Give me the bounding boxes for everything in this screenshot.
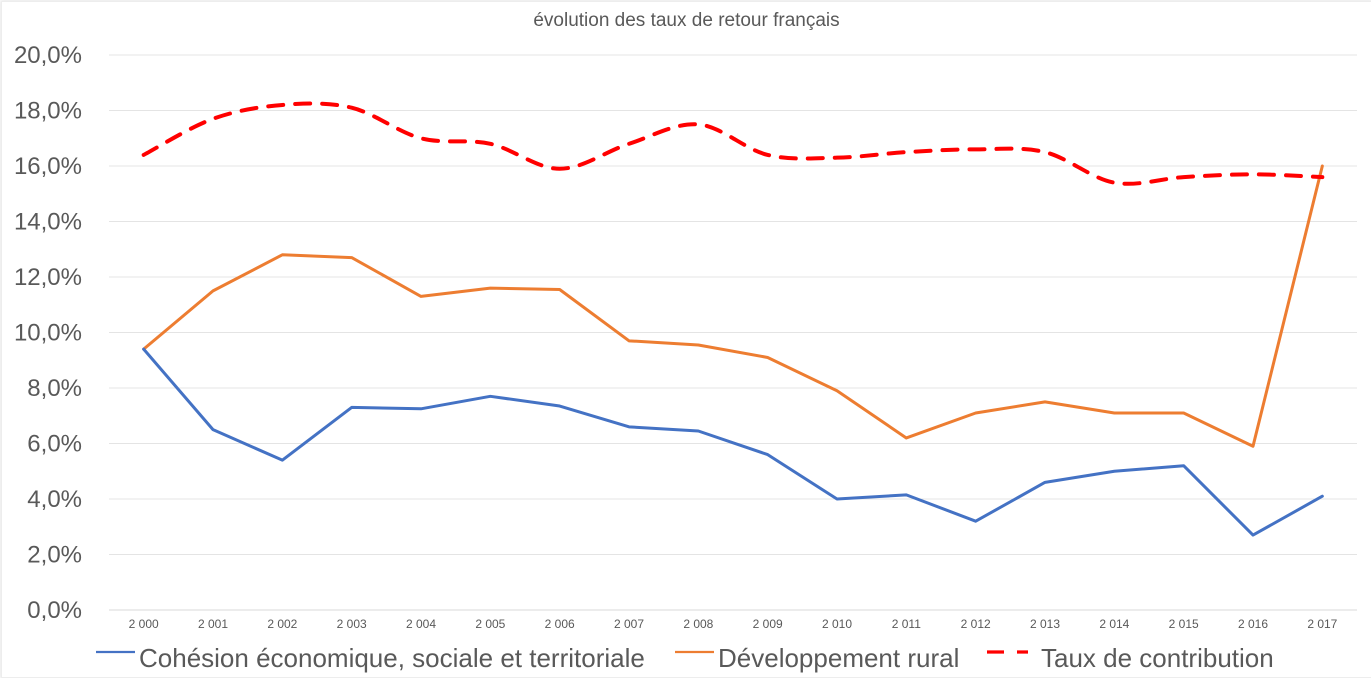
svg-text:2 007: 2 007: [614, 617, 644, 631]
svg-text:4,0%: 4,0%: [27, 486, 82, 513]
svg-text:2 000: 2 000: [129, 617, 159, 631]
svg-text:2 017: 2 017: [1307, 617, 1337, 631]
svg-text:12,0%: 12,0%: [14, 264, 82, 291]
svg-text:2 002: 2 002: [267, 617, 297, 631]
svg-text:2 015: 2 015: [1169, 617, 1199, 631]
svg-text:2,0%: 2,0%: [27, 542, 82, 569]
svg-text:14,0%: 14,0%: [14, 209, 82, 236]
svg-text:2 003: 2 003: [337, 617, 367, 631]
svg-text:10,0%: 10,0%: [14, 320, 82, 347]
svg-text:2 010: 2 010: [822, 617, 852, 631]
svg-text:8,0%: 8,0%: [27, 375, 82, 402]
svg-text:0,0%: 0,0%: [27, 597, 82, 624]
svg-text:2 013: 2 013: [1030, 617, 1060, 631]
svg-text:2 001: 2 001: [198, 617, 228, 631]
svg-text:Développement rural: Développement rural: [718, 643, 959, 673]
svg-text:2 005: 2 005: [475, 617, 505, 631]
svg-text:2 004: 2 004: [406, 617, 436, 631]
svg-text:2 006: 2 006: [545, 617, 575, 631]
svg-text:2 009: 2 009: [753, 617, 783, 631]
svg-text:2 008: 2 008: [683, 617, 713, 631]
svg-text:16,0%: 16,0%: [14, 153, 82, 180]
svg-text:Cohésion économique, sociale e: Cohésion économique, sociale et territor…: [139, 643, 645, 673]
svg-text:18,0%: 18,0%: [14, 98, 82, 125]
svg-text:2 012: 2 012: [961, 617, 991, 631]
svg-text:20,0%: 20,0%: [14, 42, 82, 69]
svg-text:Taux de contribution: Taux de contribution: [1041, 643, 1274, 673]
svg-text:2 016: 2 016: [1238, 617, 1268, 631]
svg-text:6,0%: 6,0%: [27, 431, 82, 458]
svg-text:2 014: 2 014: [1099, 617, 1129, 631]
svg-text:2 011: 2 011: [892, 617, 921, 631]
